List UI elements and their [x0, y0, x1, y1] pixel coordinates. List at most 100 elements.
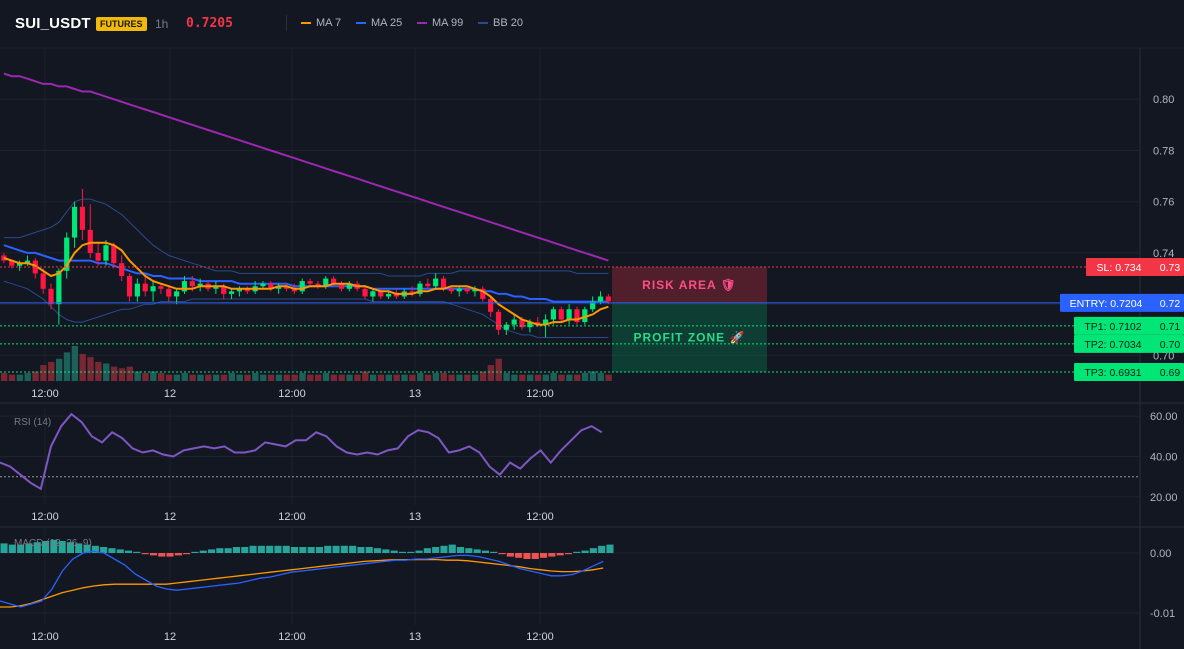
candle-body — [385, 293, 392, 297]
volume-bar — [362, 371, 369, 381]
entry-axis-value: 0.72 — [1160, 298, 1181, 310]
candle-body — [370, 291, 376, 297]
volume-bar — [479, 371, 487, 381]
volume-bar — [212, 374, 220, 381]
macd-histogram-bar — [241, 547, 249, 553]
rsi-line — [0, 412, 603, 491]
time-tick-label: 13 — [409, 631, 421, 643]
volume-bar — [1, 373, 8, 381]
volume-bar — [566, 374, 573, 381]
macd-histogram-bar — [531, 553, 539, 559]
volume-bar — [338, 374, 345, 381]
legend-swatch-ma25 — [356, 22, 366, 25]
macd-histogram-bar — [83, 544, 91, 553]
macd-histogram-bar — [548, 553, 556, 557]
candle-body — [9, 260, 15, 266]
volume-bar — [220, 374, 228, 381]
price-tick-label: 0.70 — [1153, 350, 1174, 362]
macd-histogram-bar — [398, 551, 406, 553]
macd-histogram-bar — [374, 548, 382, 553]
risk-zone-label: RISK AREA 🛡 — [642, 278, 737, 292]
candle-body — [495, 311, 502, 330]
candle-body — [126, 275, 133, 297]
candle-body — [315, 283, 321, 287]
macd-histogram-bar — [457, 547, 465, 553]
macd-tick-label: -0.01 — [1150, 608, 1175, 620]
volume-bar — [55, 358, 63, 381]
candle-body — [574, 309, 580, 323]
timeframe-label[interactable]: 1h — [155, 17, 169, 31]
candle-body — [550, 309, 557, 320]
candle-body — [64, 237, 70, 271]
legend-ma25[interactable]: MA 25 — [356, 17, 402, 29]
macd-histogram-bar — [340, 545, 348, 553]
sl-level-tag — [1086, 258, 1184, 277]
time-tick-label: 13 — [409, 388, 421, 400]
symbol-name[interactable]: SUI_USDT — [15, 15, 91, 32]
ma25-line — [3, 244, 609, 303]
macd-histogram-bar — [58, 541, 66, 553]
volume-bar — [307, 374, 314, 381]
candle-body — [103, 245, 109, 261]
legend-bb20[interactable]: BB 20 — [478, 17, 523, 29]
volume-bar — [205, 374, 212, 381]
macd-histogram-bar — [224, 548, 232, 553]
volume-bar — [8, 374, 16, 381]
time-tick-label: 12:00 — [278, 388, 306, 400]
candle-body — [425, 283, 431, 287]
candle-body — [511, 319, 517, 325]
volume-bar — [40, 365, 47, 381]
candle-body — [480, 288, 486, 300]
volume-bar — [330, 374, 338, 381]
macd-histogram-bar — [598, 545, 606, 553]
bb-lower-line — [3, 280, 609, 338]
candle-body — [79, 206, 86, 230]
macd-histogram-bar — [407, 551, 415, 553]
macd-histogram-bar — [274, 545, 282, 553]
candle-body — [582, 309, 588, 323]
volume-bar — [472, 374, 479, 381]
macd-signal-line — [0, 558, 604, 608]
volume-bar — [126, 366, 133, 381]
entry-level-text: ENTRY: 0.7204 — [1070, 298, 1143, 310]
time-tick-label: 12 — [164, 511, 176, 523]
rsi-tick-label: 20.00 — [1150, 492, 1178, 504]
macd-histogram-bar — [133, 551, 141, 553]
volume-bar — [417, 373, 424, 381]
macd-histogram-bar — [257, 545, 265, 553]
tp3-axis-value: 0.69 — [1160, 367, 1181, 379]
macd-histogram-bar — [0, 543, 8, 553]
candle-body — [221, 286, 227, 294]
legend-swatch-ma7 — [301, 22, 311, 25]
volume-bar — [24, 373, 31, 381]
candle-body — [181, 281, 188, 292]
volume-bar — [597, 373, 604, 381]
macd-histogram-bar — [17, 544, 25, 553]
candle-body — [503, 324, 509, 330]
legend-ma7[interactable]: MA 7 — [301, 17, 341, 29]
macd-histogram-bar — [149, 553, 157, 556]
volume-bar — [291, 374, 298, 381]
macd-histogram-bar — [432, 547, 440, 553]
volume-bar — [424, 374, 432, 381]
macd-histogram-bar — [498, 553, 506, 555]
time-tick-label: 13 — [409, 511, 421, 523]
volume-bar — [158, 373, 165, 381]
candle-body — [488, 299, 494, 312]
volume-bar — [346, 374, 353, 381]
candle-body — [597, 296, 604, 302]
candle-body — [605, 296, 611, 302]
legend-label-ma7: MA 7 — [316, 17, 342, 29]
macd-histogram-bar — [357, 547, 365, 553]
candle-body — [409, 291, 415, 294]
volume-bar — [589, 371, 597, 381]
macd-histogram-bar — [108, 548, 116, 553]
time-tick-label: 12:00 — [31, 388, 59, 400]
candle-body — [456, 288, 462, 292]
macd-line — [0, 550, 604, 608]
volume-bar — [173, 374, 181, 381]
legend-ma99[interactable]: MA 99 — [417, 17, 463, 29]
volume-bar — [542, 374, 549, 381]
